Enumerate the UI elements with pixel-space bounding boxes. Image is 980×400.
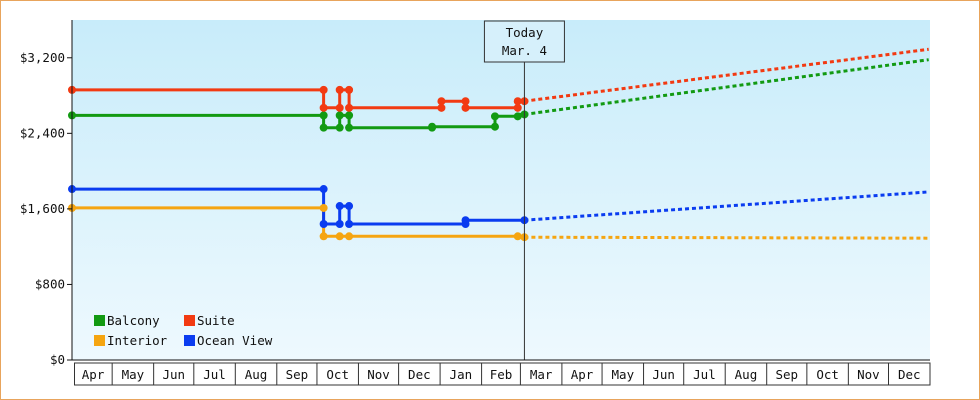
balcony-point: [513, 112, 522, 121]
ocean-view-point: [319, 185, 328, 194]
balcony-point: [335, 123, 344, 132]
ocean-view-point: [345, 202, 354, 211]
legend-label-interior: Interior: [107, 333, 168, 348]
x-tick-label: Nov: [857, 367, 880, 382]
y-tick-label: $3,200: [20, 50, 65, 65]
legend-swatch-interior: [94, 335, 105, 346]
balcony-point: [345, 123, 354, 132]
x-tick-label: May: [122, 367, 145, 382]
x-tick-label: Apr: [571, 367, 594, 382]
x-tick-label: Feb: [490, 367, 513, 382]
interior-forecast-line: [524, 235, 929, 240]
balcony-point: [490, 122, 499, 131]
x-tick-label: Jul: [203, 367, 226, 382]
ocean-view-forecast-line: [524, 190, 929, 222]
axes: $0 $800 $1,600 $2,400 $3,200 Apr May Jun Jul Aug S…: [20, 20, 931, 386]
legend-swatch-suite: [184, 315, 195, 326]
suite-point: [335, 85, 344, 94]
balcony-point: [319, 123, 328, 132]
suite-point: [335, 103, 344, 112]
x-tick-label: Oct: [816, 367, 839, 382]
interior-point: [345, 232, 354, 241]
balcony-forecast-line: [524, 58, 929, 116]
interior-point: [319, 203, 328, 212]
x-tick-label: Jan: [450, 367, 473, 382]
interior-point: [319, 232, 328, 241]
suite-point: [319, 85, 328, 94]
suite-point: [461, 103, 470, 112]
x-tick-label: Sep: [286, 367, 309, 382]
today-callout-box: [483, 20, 565, 63]
suite-point: [461, 97, 470, 106]
y-tick-label: $0: [50, 352, 65, 367]
x-tick-label: Sep: [775, 367, 798, 382]
x-tick-label: Dec: [408, 367, 431, 382]
interior-point: [513, 232, 522, 241]
balcony-point: [490, 112, 499, 121]
ocean-view-point: [461, 216, 470, 225]
x-tick-label: Mar: [530, 367, 553, 382]
ocean-view-point: [345, 220, 354, 228]
legend-swatch-balcony: [94, 315, 105, 326]
y-tick-label: $1,600: [20, 201, 65, 216]
suite-point: [437, 97, 446, 106]
ocean-view-point: [319, 220, 328, 228]
today-date-label: Mar. 4: [502, 43, 547, 58]
legend-label-balcony: Balcony: [107, 313, 160, 328]
x-tick-label: Nov: [367, 367, 390, 382]
today-label: Today: [506, 25, 544, 40]
x-tick-label: Dec: [898, 367, 921, 382]
forecast-lines: [524, 47, 929, 240]
x-tick-label: May: [612, 367, 635, 382]
today-marker: Today Mar. 4: [483, 20, 565, 360]
x-tick-label: Jul: [693, 367, 716, 382]
balcony-point: [345, 111, 354, 120]
suite-point: [345, 103, 354, 112]
suite-point: [319, 103, 328, 112]
x-tick-label: Apr: [82, 367, 105, 382]
legend-swatch-ocean-view: [184, 335, 195, 346]
x-tick-label: Jun: [162, 367, 185, 382]
legend-label-ocean-view: Ocean View: [197, 333, 273, 348]
suite-point: [437, 103, 446, 112]
x-tick-label: Aug: [245, 367, 268, 382]
legend-label-suite: Suite: [197, 313, 235, 328]
balcony-point: [335, 111, 344, 120]
interior-point: [335, 232, 344, 241]
balcony-point: [319, 111, 328, 120]
suite-point: [345, 85, 354, 94]
suite-point: [513, 97, 522, 106]
x-axis-month-band: [74, 362, 931, 386]
legend: Balcony Suite Interior Ocean View: [94, 313, 273, 348]
ocean-view-point: [335, 202, 344, 211]
suite-forecast-line: [524, 47, 929, 103]
x-tick-label: Aug: [735, 367, 758, 382]
suite-point: [513, 103, 522, 112]
y-tick-label: $2,400: [20, 125, 65, 140]
x-tick-label: Oct: [326, 367, 349, 382]
ocean-view-point: [335, 220, 344, 228]
data-markers: [68, 85, 529, 242]
y-tick-label: $800: [35, 276, 65, 291]
balcony-point: [428, 122, 437, 131]
x-tick-label: Jun: [652, 367, 675, 382]
